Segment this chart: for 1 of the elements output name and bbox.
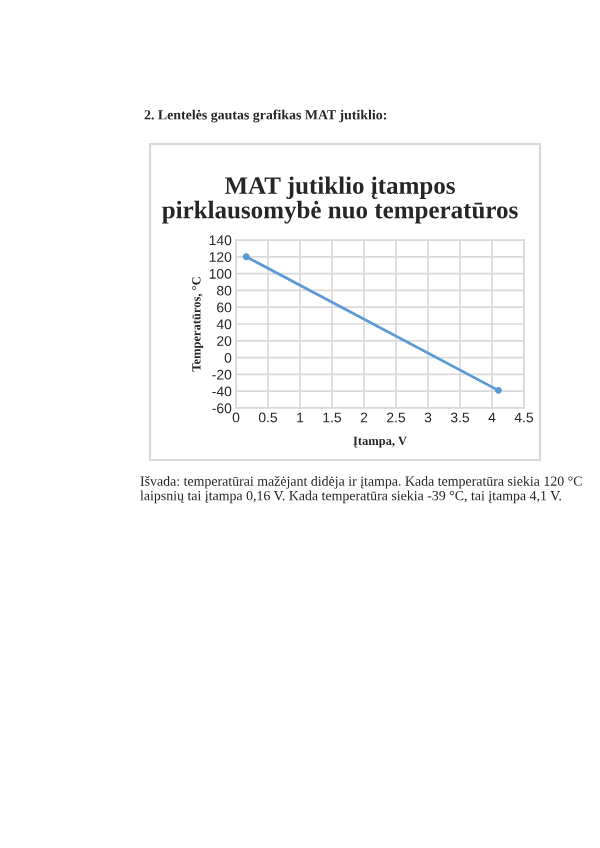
chart-title: MAT jutiklio įtampos pirklausomybė nuo temperatūros (162, 176, 518, 224)
